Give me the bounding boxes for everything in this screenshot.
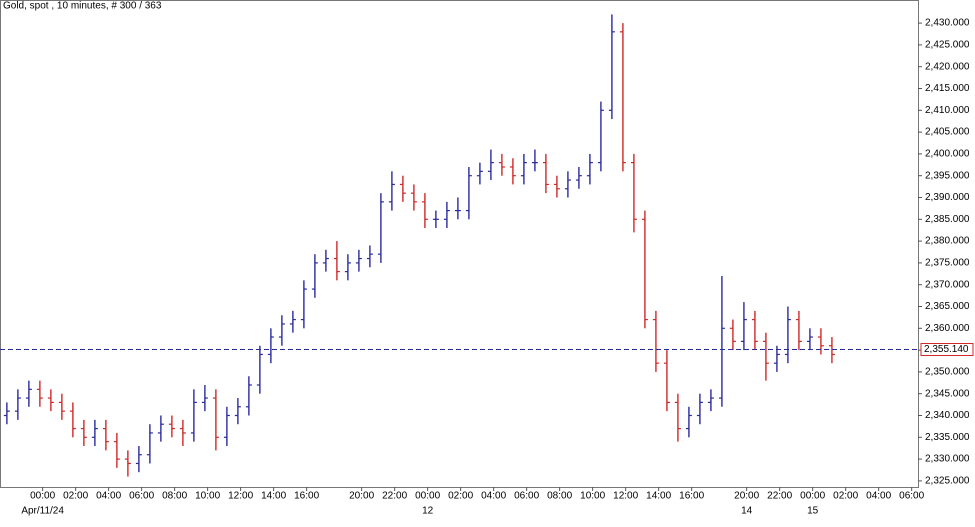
x-tick-label: 20:00 bbox=[734, 491, 759, 502]
y-tick-label: 2,395.000 bbox=[925, 170, 970, 181]
x-tick-label: 12:00 bbox=[613, 491, 638, 502]
y-tick-label: 2,345.000 bbox=[925, 388, 970, 399]
x-tick-label: 04:00 bbox=[481, 491, 506, 502]
x-tick-label: 02:00 bbox=[63, 491, 88, 502]
y-tick-label: 2,415.000 bbox=[925, 83, 970, 94]
date-label: 12 bbox=[422, 506, 434, 517]
x-tick-label: 20:00 bbox=[349, 491, 374, 502]
y-tick-label: 2,375.000 bbox=[925, 258, 970, 269]
x-tick-label: 06:00 bbox=[514, 491, 539, 502]
y-tick-label: 2,380.000 bbox=[925, 236, 970, 247]
x-tick-label: 14:00 bbox=[261, 491, 286, 502]
x-tick-label: 04:00 bbox=[96, 491, 121, 502]
x-tick-label: 16:00 bbox=[679, 491, 704, 502]
y-tick-label: 2,330.000 bbox=[925, 454, 970, 465]
y-tick-label: 2,410.000 bbox=[925, 105, 970, 116]
y-tick-label: 2,420.000 bbox=[925, 61, 970, 72]
y-tick-label: 2,360.000 bbox=[925, 323, 970, 334]
last-price-box bbox=[920, 342, 974, 356]
x-tick-label: 00:00 bbox=[30, 491, 55, 502]
y-tick-label: 2,350.000 bbox=[925, 367, 970, 378]
y-tick-label: 2,335.000 bbox=[925, 432, 970, 443]
y-tick-label: 2,340.000 bbox=[925, 410, 970, 421]
x-tick-label: 00:00 bbox=[800, 491, 825, 502]
x-tick-label: 04:00 bbox=[866, 491, 891, 502]
x-tick-label: 10:00 bbox=[580, 491, 605, 502]
y-tick-label: 2,370.000 bbox=[925, 279, 970, 290]
x-tick-label: 16:00 bbox=[294, 491, 319, 502]
y-tick-label: 2,365.000 bbox=[925, 301, 970, 312]
x-tick-label: 00:00 bbox=[415, 491, 440, 502]
x-tick-label: 14:00 bbox=[646, 491, 671, 502]
plot-frame bbox=[0, 0, 919, 488]
y-tick-label: 2,425.000 bbox=[925, 40, 970, 51]
x-tick-label: 22:00 bbox=[767, 491, 792, 502]
y-tick-label: 2,400.000 bbox=[925, 149, 970, 160]
x-tick-label: 02:00 bbox=[448, 491, 473, 502]
x-tick-label: 02:00 bbox=[833, 491, 858, 502]
y-tick-label: 2,325.000 bbox=[925, 476, 970, 487]
x-tick-label: 06:00 bbox=[129, 491, 154, 502]
x-tick-label: 12:00 bbox=[228, 491, 253, 502]
x-tick-label: 08:00 bbox=[162, 491, 187, 502]
x-tick-label: 22:00 bbox=[382, 491, 407, 502]
y-tick-label: 2,385.000 bbox=[925, 214, 970, 225]
x-tick-label: 10:00 bbox=[195, 491, 220, 502]
y-tick-label: 2,390.000 bbox=[925, 192, 970, 203]
date-label: 15 bbox=[807, 506, 819, 517]
y-tick-label: 2,430.000 bbox=[925, 18, 970, 29]
x-tick-label: 08:00 bbox=[547, 491, 572, 502]
chart-title: Gold, spot , 10 minutes, # 300 / 363 bbox=[3, 1, 162, 12]
y-tick-label: 2,405.000 bbox=[925, 127, 970, 138]
date-label: Apr/11/24 bbox=[21, 506, 64, 517]
x-tick-label: 06:00 bbox=[899, 491, 924, 502]
last-price-label: 2,355.140 bbox=[924, 344, 969, 355]
date-label: 14 bbox=[741, 506, 753, 517]
